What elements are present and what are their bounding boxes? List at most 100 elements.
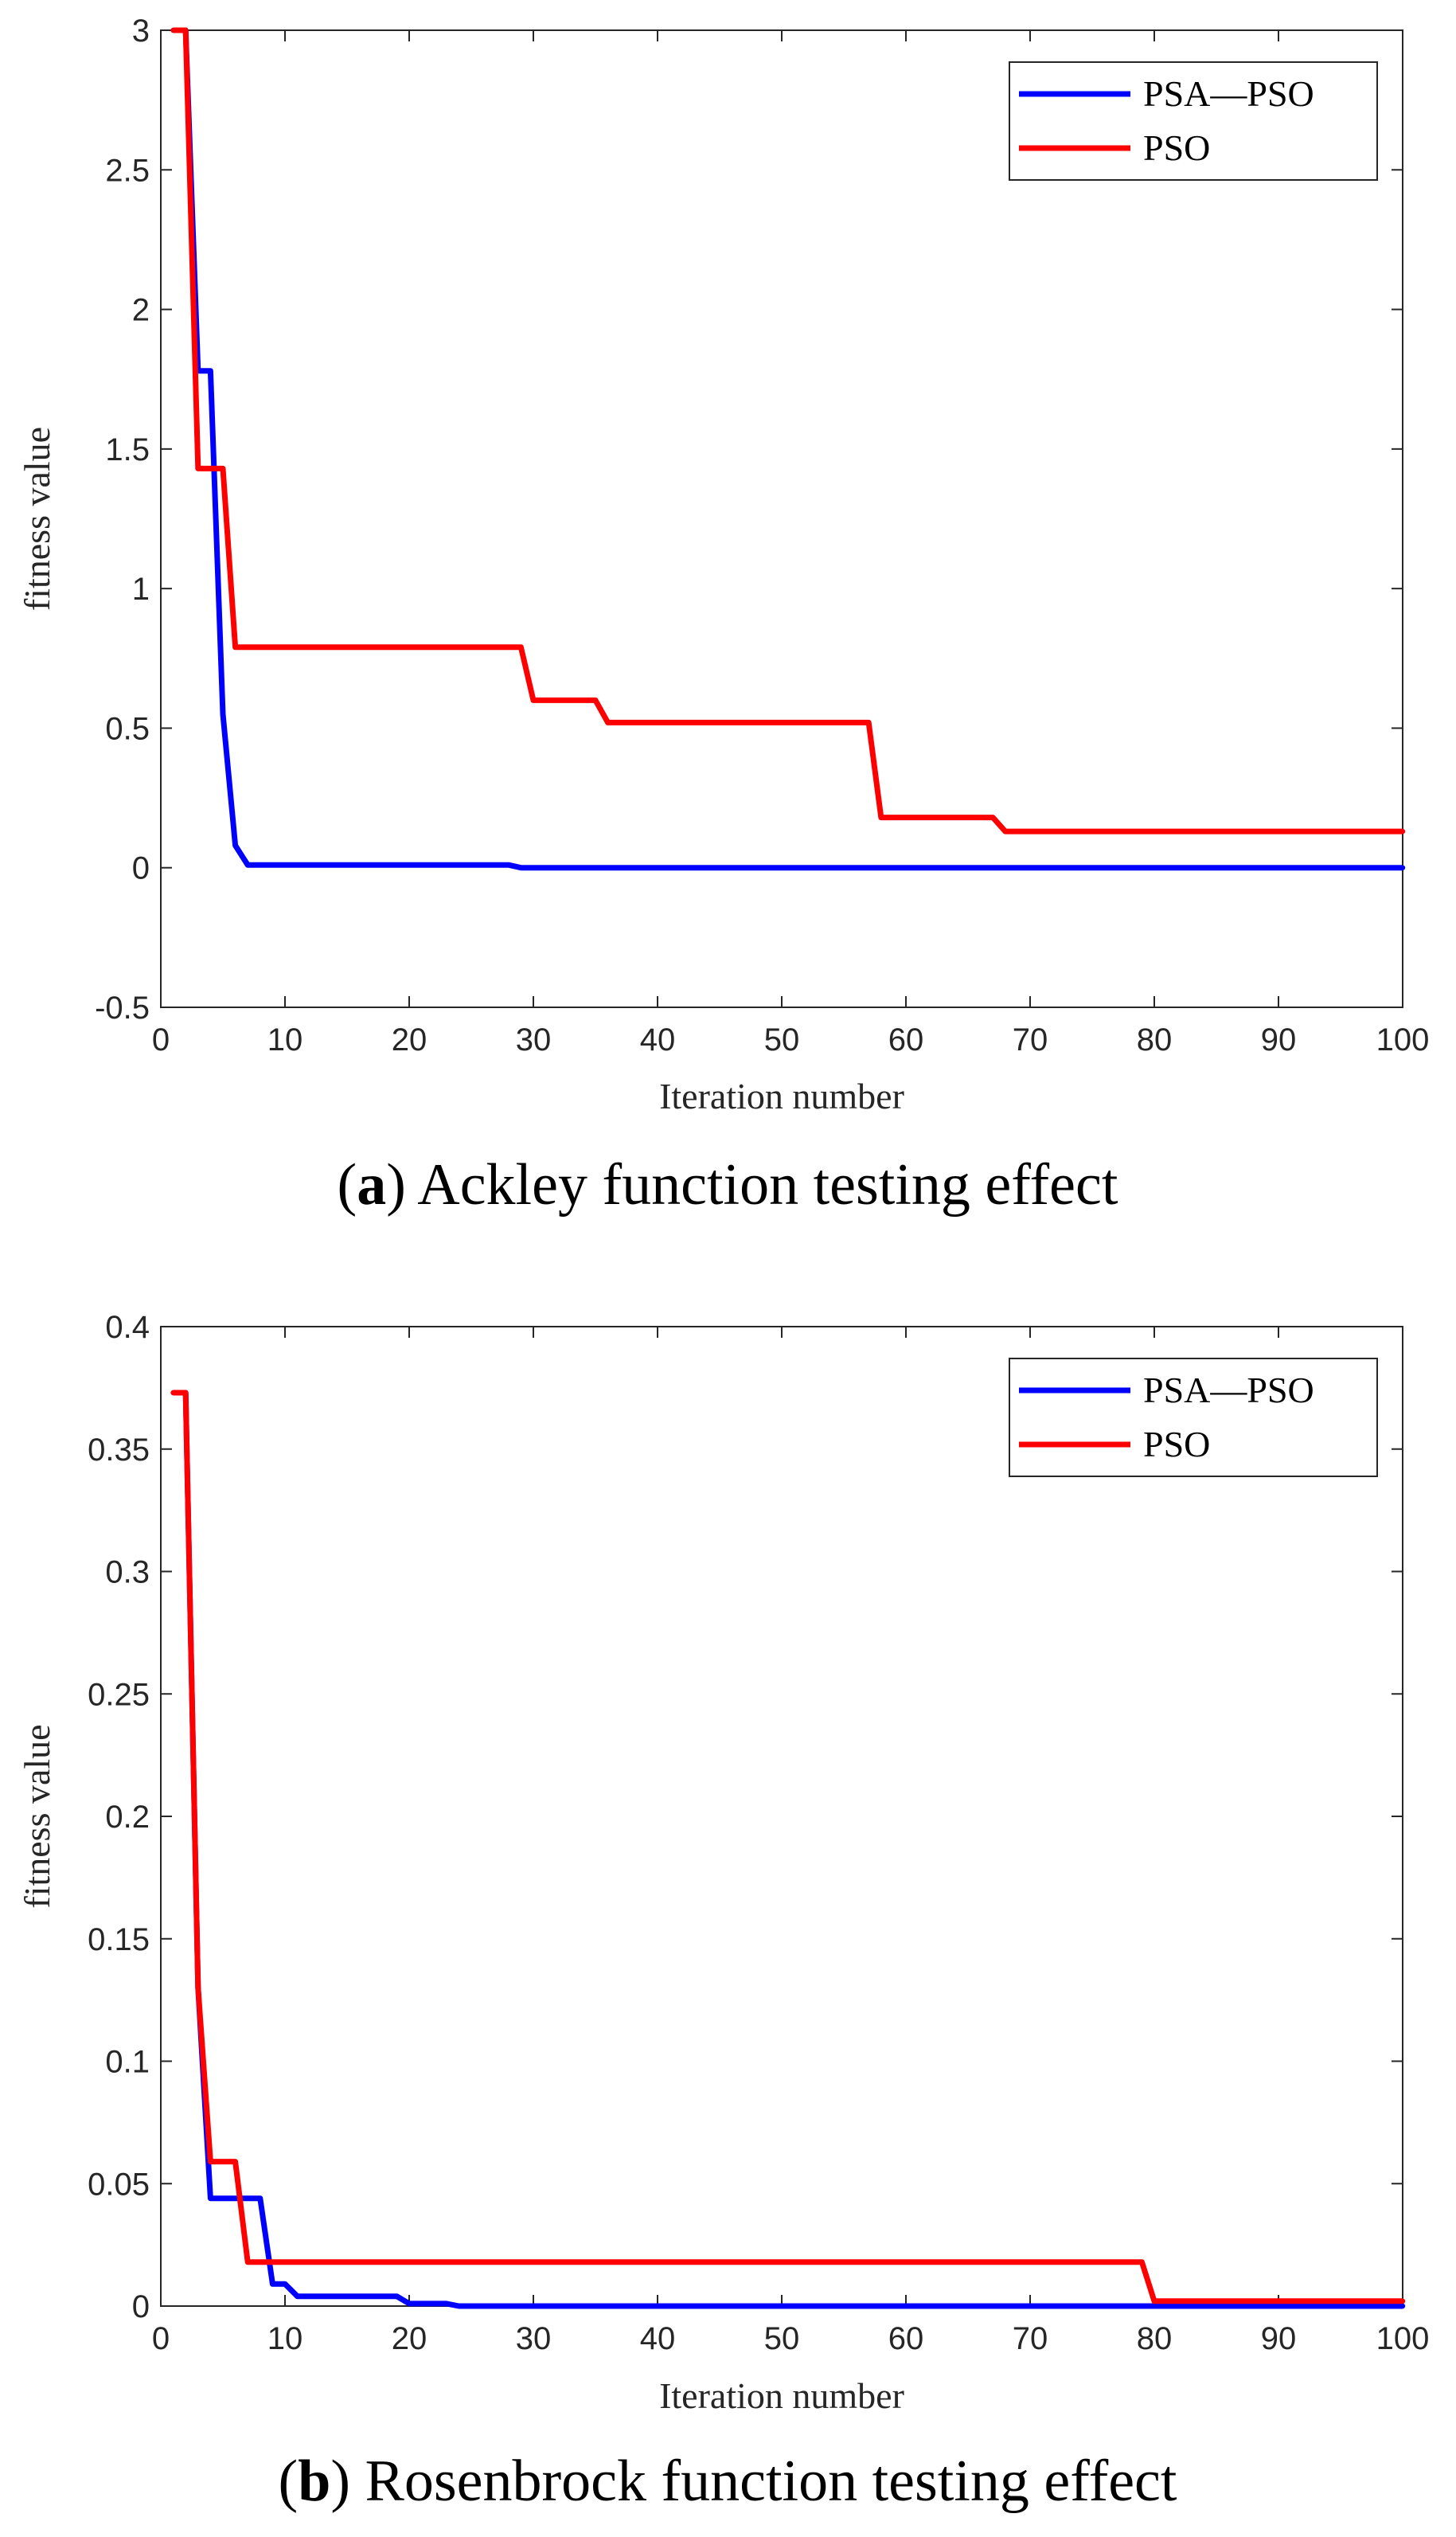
data-point [1040, 2259, 1045, 2265]
data-point [1301, 2303, 1306, 2309]
caption-text: Rosenbrock function testing effect [350, 2449, 1177, 2514]
data-point [654, 2303, 661, 2309]
data-point [543, 2259, 548, 2265]
data-point [1052, 2259, 1058, 2265]
data-point [1151, 828, 1157, 835]
data-point [1177, 828, 1182, 835]
x-tick-label: 80 [1137, 1022, 1173, 1057]
data-point [195, 466, 201, 471]
data-point [443, 2259, 449, 2265]
data-point [618, 2259, 623, 2265]
data-point [1325, 828, 1331, 835]
data-point [680, 720, 685, 725]
data-point [878, 2303, 884, 2309]
data-point [903, 2303, 909, 2309]
data-point [642, 720, 648, 725]
data-point [965, 2259, 971, 2265]
legend-label: PSO [1143, 1424, 1210, 1464]
data-point [257, 862, 263, 868]
data-point [1275, 828, 1282, 835]
data-point [282, 862, 288, 868]
data-point [866, 2259, 872, 2265]
data-point [1002, 828, 1009, 835]
data-point [592, 865, 599, 870]
data-point [1388, 2298, 1393, 2304]
data-point [319, 2259, 325, 2265]
data-point [1226, 828, 1232, 835]
y-axis-label: fitness value [17, 1724, 57, 1908]
data-point [220, 711, 226, 717]
data-point [742, 720, 748, 725]
data-point [307, 644, 313, 650]
data-point [270, 2259, 275, 2265]
data-point [295, 2259, 300, 2265]
data-point [716, 865, 723, 870]
data-point [1313, 828, 1319, 835]
data-point [456, 2303, 462, 2309]
data-point [630, 2259, 635, 2265]
data-point [953, 2259, 958, 2265]
data-point [729, 2303, 735, 2309]
x-tick-label: 50 [764, 2321, 800, 2356]
caption-letter: b [298, 2449, 330, 2514]
data-point [419, 862, 424, 868]
data-point [754, 2303, 759, 2309]
data-point [1052, 2303, 1058, 2309]
data-point [1164, 2298, 1169, 2304]
caption-letter: a [357, 1152, 386, 1218]
data-point [530, 865, 537, 870]
series-line-pso [173, 1390, 1403, 2304]
data-point [605, 2303, 611, 2309]
data-point [1189, 2298, 1195, 2304]
data-point [1139, 865, 1145, 870]
y-axis-label: fitness value [17, 427, 57, 611]
data-point [841, 720, 847, 725]
data-point [592, 2259, 599, 2265]
data-point [270, 644, 275, 650]
y-tick-label: 0 [132, 851, 150, 886]
data-point [1027, 865, 1033, 870]
data-point [816, 2303, 822, 2309]
data-point [1064, 2303, 1071, 2309]
data-point [1052, 828, 1058, 835]
data-point [841, 865, 847, 870]
data-point [468, 2259, 474, 2265]
legend-box [1009, 61, 1378, 181]
data-point [680, 2259, 685, 2265]
data-point [1363, 828, 1368, 835]
y-tick-label: 3 [132, 14, 150, 49]
data-point [468, 862, 474, 868]
data-point [1375, 2303, 1381, 2309]
data-point [270, 2281, 275, 2287]
data-point [1027, 2303, 1033, 2309]
x-tick-label: 40 [640, 1022, 676, 1057]
data-point [518, 2259, 524, 2265]
data-point [866, 865, 872, 870]
data-point [506, 644, 511, 650]
legend-marker [1105, 91, 1111, 97]
data-point [494, 2303, 499, 2309]
data-point [804, 2259, 810, 2265]
data-point [1201, 2303, 1207, 2309]
data-point [319, 2293, 325, 2299]
data-point [742, 865, 748, 870]
data-point [1089, 2303, 1095, 2309]
data-point [1102, 2259, 1107, 2265]
legend-marker [1072, 1387, 1078, 1394]
data-point [1363, 2303, 1368, 2309]
data-point [928, 815, 934, 820]
data-point [1288, 2298, 1294, 2304]
data-point [891, 865, 896, 870]
data-point [1114, 2259, 1120, 2265]
legend-marker [1038, 91, 1044, 97]
data-point [1375, 2298, 1381, 2304]
data-point [1301, 865, 1306, 870]
data-point [1102, 828, 1107, 835]
data-point [767, 2303, 772, 2309]
data-point [282, 2259, 288, 2265]
data-point [1226, 2303, 1232, 2309]
data-point [232, 644, 238, 650]
legend-box [1009, 1358, 1378, 1477]
data-point [295, 862, 300, 868]
